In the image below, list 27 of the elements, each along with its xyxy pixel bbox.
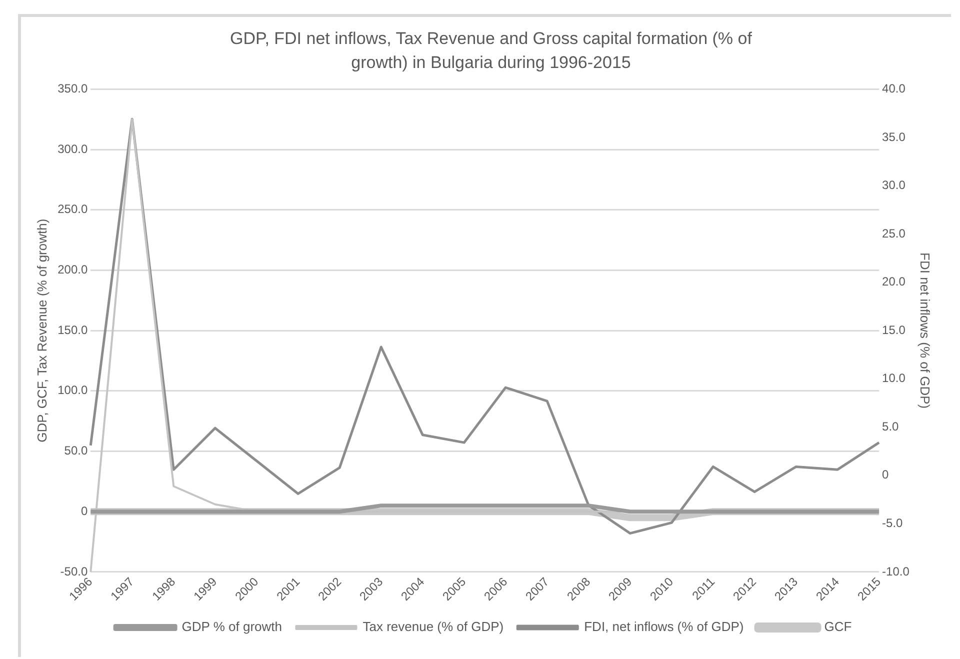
y-tick-label: 300.0 [58,142,88,156]
y2-axis-title: FDI net inflows (% of GDP) [918,252,933,409]
y2-tick-label: 35.0 [882,130,906,144]
y2-tick-label: 25.0 [882,226,906,240]
y-tick-label: 150.0 [58,322,88,337]
legend-label: Tax revenue (% of GDP) [362,619,504,634]
y2-tick-label: 40.0 [882,82,906,96]
y2-tick-label: 5.0 [882,419,900,434]
y-tick-label: -50.0 [60,564,88,578]
y2-tick-label: 10.0 [882,371,906,386]
y2-tick-label: 20.0 [882,274,906,289]
legend-label: GCF [824,619,852,634]
y-tick-label: 100.0 [58,383,88,398]
y-tick-label: 50.0 [64,444,88,458]
y-tick-label: 350.0 [58,82,88,96]
legend-label: GDP % of growth [182,619,282,634]
y-tick-label: 0 [80,504,88,518]
chart-title: GDP, FDI net inflows, Tax Revenue and Gross capital formation (% of growth) in Bulgaria during 1996-2015 [229,28,753,74]
y2-tick-label: 15.0 [882,322,906,337]
y2-tick-label: 30.0 [882,178,906,192]
y2-tick-label: -10.0 [882,564,910,578]
legend-label: FDI, net inflows (% of GDP) [584,619,744,634]
y-axis-title: GDP, GCF, Tax Revenue (% of growth) [34,218,50,442]
y2-tick-label: -5.0 [882,516,904,530]
y-tick-label: 250.0 [58,202,88,216]
y2-tick-label: 0 [882,468,890,482]
y-tick-label: 200.0 [58,262,88,277]
